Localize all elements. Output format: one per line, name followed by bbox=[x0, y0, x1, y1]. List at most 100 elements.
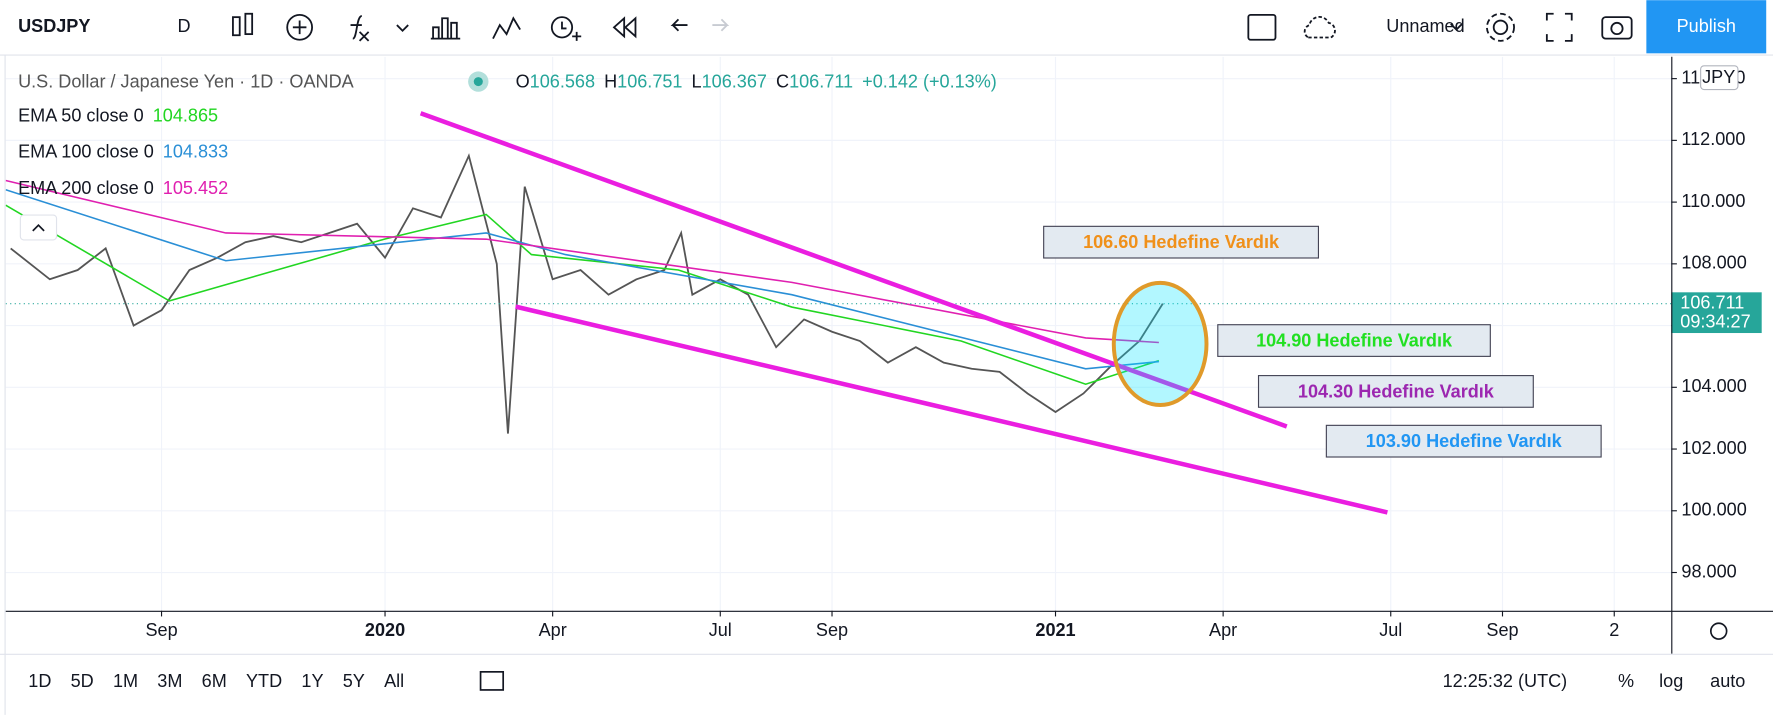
dropdown-icon[interactable] bbox=[396, 24, 409, 32]
x-tick-label: Sep bbox=[145, 620, 177, 640]
ohlc-key: L bbox=[692, 72, 702, 92]
countdown-label: 09:34:27 bbox=[1680, 312, 1750, 332]
compare-icon[interactable] bbox=[492, 16, 521, 40]
layout-name[interactable]: Unnamed bbox=[1386, 16, 1464, 36]
annotation-box[interactable] bbox=[1217, 324, 1491, 357]
candle-icon-2 bbox=[244, 12, 254, 36]
range-button[interactable]: 6M bbox=[202, 671, 227, 691]
lower-trend-line[interactable] bbox=[515, 304, 1388, 515]
replay-icon[interactable] bbox=[612, 16, 637, 39]
y-tick-label: 112.000 bbox=[1681, 129, 1745, 149]
clock[interactable]: 12:25:32 (UTC) bbox=[1443, 671, 1568, 691]
ohlc-value: 106.568 bbox=[530, 72, 595, 92]
layout-dropdown[interactable] bbox=[1450, 23, 1463, 31]
annotation-text: 104.90 Hedefine Vardık bbox=[1256, 330, 1453, 350]
y-tick-label: 110.000 bbox=[1681, 191, 1745, 211]
fullscreen-icon[interactable] bbox=[1545, 12, 1573, 42]
y-tick-label: 102.000 bbox=[1681, 438, 1746, 458]
ohlc-key: O bbox=[516, 72, 530, 92]
alert-icon[interactable] bbox=[550, 16, 574, 39]
ohlc-key: H bbox=[604, 72, 617, 92]
ohlc-value: 106.751 bbox=[617, 72, 682, 92]
range-button[interactable]: 1M bbox=[113, 671, 138, 691]
line-series bbox=[5, 189, 1159, 370]
bars-icon[interactable] bbox=[430, 17, 461, 40]
bottom-bar: 1D 5D 1M 3M 6M YTD 1Y 5Y All 12:25:32 (UTC)% log au… bbox=[28, 671, 1745, 691]
ohlc-key: C bbox=[776, 72, 789, 92]
current-price-label: 106.711 bbox=[1680, 292, 1744, 312]
indicator-name: EMA 50 close 0 bbox=[18, 105, 144, 125]
x-tick-label: Sep bbox=[816, 620, 848, 640]
date-range-icon[interactable] bbox=[479, 670, 505, 691]
publish-button[interactable] bbox=[1646, 0, 1767, 54]
price-change: +0.142 (+0.13%) bbox=[862, 72, 997, 92]
y-tick-label: 98.000 bbox=[1681, 561, 1736, 581]
market-status-dot bbox=[473, 77, 483, 87]
x-tick-label: Apr bbox=[1209, 620, 1237, 640]
ohlc-value: 106.367 bbox=[702, 72, 767, 92]
annotation-box[interactable] bbox=[1043, 225, 1320, 259]
indicator-value: 104.833 bbox=[163, 142, 228, 162]
annotation-box[interactable] bbox=[1325, 424, 1602, 458]
currency-box[interactable] bbox=[1700, 65, 1739, 91]
publish-label[interactable]: Publish bbox=[1677, 16, 1736, 36]
auto-toggle[interactable]: auto bbox=[1710, 671, 1745, 691]
indicator-add-icon[interactable] bbox=[286, 13, 313, 41]
annotation-text: 104.30 Hedefine Vardık bbox=[1298, 381, 1495, 401]
axis-settings-icon[interactable] bbox=[1709, 622, 1728, 640]
annotation-text: 106.60 Hedefine Vardık bbox=[1083, 232, 1280, 252]
y-tick-label: 100.000 bbox=[1681, 500, 1746, 520]
currency-label: JPY bbox=[1702, 67, 1735, 87]
upper-trend-line[interactable] bbox=[419, 111, 1288, 429]
undo-icon[interactable] bbox=[670, 18, 688, 32]
ohlc-value: 106.711 bbox=[789, 72, 853, 92]
collapse-icon bbox=[32, 224, 45, 232]
range-button[interactable]: 3M bbox=[157, 671, 182, 691]
x-tick-label: Jul bbox=[1379, 620, 1402, 640]
indicator-name: EMA 200 close 0 bbox=[18, 178, 154, 198]
annotation-text: 103.90 Hedefine Vardık bbox=[1366, 431, 1563, 451]
y-tick-label: 104.000 bbox=[1681, 376, 1746, 396]
range-button[interactable]: 1Y bbox=[301, 671, 323, 691]
range-button[interactable]: 1D bbox=[28, 671, 51, 691]
interval[interactable]: D bbox=[178, 16, 191, 36]
collapse-legend[interactable] bbox=[19, 214, 58, 241]
cloud-icon[interactable] bbox=[1303, 16, 1336, 39]
line-series bbox=[10, 153, 1164, 434]
current-price-tag bbox=[1671, 292, 1762, 334]
chart: 98.000100.000102.000104.000106.000108.00… bbox=[5, 56, 1762, 640]
x-tick-label: Jul bbox=[709, 620, 732, 640]
x-tick-label: 2021 bbox=[1035, 620, 1075, 640]
percent-toggle[interactable]: % bbox=[1618, 671, 1634, 691]
range-button[interactable]: YTD bbox=[246, 671, 282, 691]
fx-icon[interactable] bbox=[350, 15, 370, 42]
toolbar-icons bbox=[232, 12, 1633, 42]
annotation-box[interactable] bbox=[1257, 375, 1534, 408]
drawings bbox=[419, 111, 1388, 515]
candle-icon[interactable] bbox=[232, 16, 241, 37]
line-series bbox=[5, 204, 1160, 386]
legend: U.S. Dollar / Japanese Yen · 1D · OANDA … bbox=[18, 71, 997, 241]
indicator-value: 104.865 bbox=[153, 105, 218, 125]
symbol[interactable]: USDJPY bbox=[18, 16, 90, 36]
line-series bbox=[5, 179, 1159, 344]
target-ellipse[interactable] bbox=[1111, 280, 1209, 407]
symbol-description: U.S. Dollar / Japanese Yen · 1D · OANDA bbox=[18, 72, 355, 92]
x-tick-label: Apr bbox=[539, 620, 567, 640]
indicator-value: 105.452 bbox=[163, 178, 228, 198]
settings-icon[interactable] bbox=[1492, 19, 1509, 36]
x-tick-label: 2020 bbox=[365, 620, 405, 640]
layout-icon[interactable] bbox=[1247, 13, 1277, 41]
range-button[interactable]: All bbox=[384, 671, 404, 691]
indicator-name: EMA 100 close 0 bbox=[18, 142, 154, 162]
range-button[interactable]: 5Y bbox=[343, 671, 365, 691]
redo-icon[interactable] bbox=[712, 18, 730, 32]
y-tick-label: 108.000 bbox=[1681, 253, 1746, 273]
log-toggle[interactable]: log bbox=[1659, 671, 1683, 691]
x-tick-label: 2 bbox=[1609, 620, 1619, 640]
x-tick-label: Sep bbox=[1486, 620, 1518, 640]
range-button[interactable]: 5D bbox=[71, 671, 94, 691]
snapshot-icon[interactable] bbox=[1601, 16, 1633, 40]
